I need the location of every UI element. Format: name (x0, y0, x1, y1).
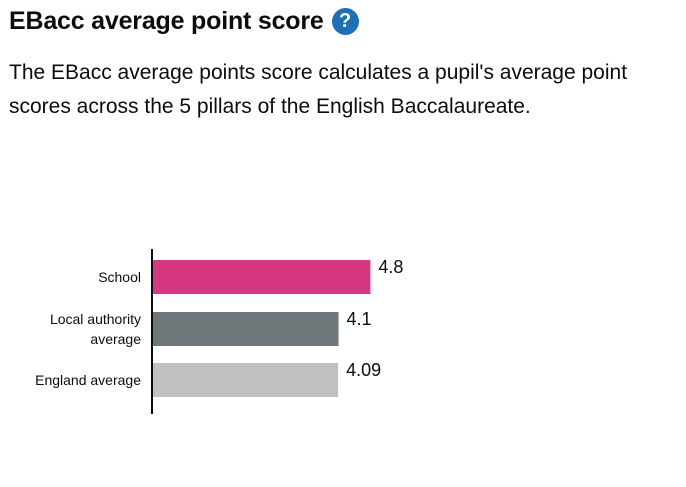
category-label-0: School (98, 269, 141, 285)
category-label-2: England average (35, 372, 141, 388)
value-label-2: 4.09 (346, 360, 381, 380)
bar-0[interactable] (152, 260, 371, 294)
question-circle-icon[interactable]: ? (331, 7, 359, 35)
category-label-1-line-0: Local authority (50, 311, 141, 327)
ebacc-bar-chart: School 4.8 Local authority average 4.1 Englan… (35, 249, 403, 414)
bar-1[interactable] (152, 312, 339, 346)
page-title: EBacc average point score (9, 7, 324, 35)
category-label-2-line-0: England average (35, 372, 141, 388)
heading-row: EBacc average point score ? (9, 5, 359, 37)
bar-2[interactable] (152, 363, 339, 397)
category-label-0-line-0: School (98, 269, 141, 285)
category-label-1-line-1: average (90, 331, 141, 347)
category-label-1: Local authority average (50, 311, 141, 347)
value-label-1: 4.1 (347, 309, 372, 329)
chart-description: The EBacc average points score calculate… (9, 61, 628, 118)
value-label-0: 4.8 (378, 257, 403, 277)
